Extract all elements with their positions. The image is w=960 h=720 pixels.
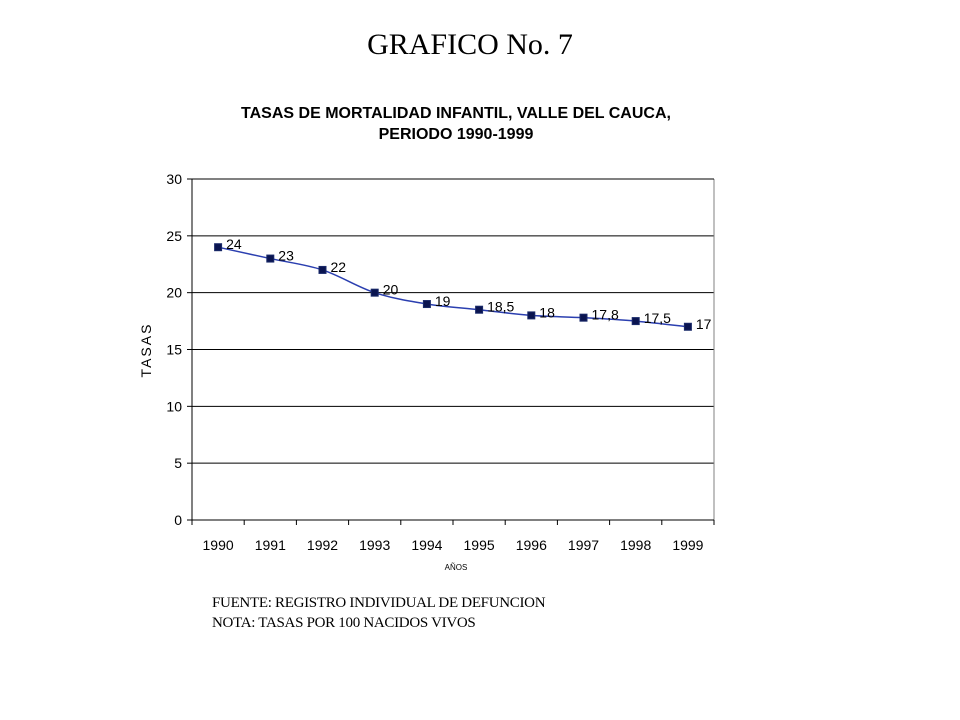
x-tick-label: 1995 <box>464 537 495 553</box>
series-line <box>217 246 688 328</box>
data-label: 17,5 <box>644 310 671 326</box>
data-label: 17,8 <box>592 307 619 323</box>
chart-title: TASAS DE MORTALIDAD INFANTIL, VALLE DEL … <box>241 105 671 122</box>
x-tick-label: 1997 <box>568 537 599 553</box>
y-tick-label: 5 <box>174 455 182 471</box>
data-point <box>370 288 379 297</box>
x-tick-label: 1990 <box>203 537 234 553</box>
x-tick-label: 1998 <box>620 537 651 553</box>
rate-note: NOTA: TASAS POR 100 NACIDOS VIVOS <box>212 615 476 631</box>
x-tick-label: 1999 <box>672 537 703 553</box>
x-tick-label: 1996 <box>516 537 547 553</box>
data-point <box>214 243 223 252</box>
y-tick-label: 0 <box>174 512 182 528</box>
page-title: GRAFICO No. 7 <box>367 28 573 61</box>
data-point <box>266 254 275 263</box>
data-point <box>527 311 536 320</box>
plot-area: 0 5 10 15 20 25 30 1990 1991 1992 1993 1994 1995 1996… <box>166 171 715 553</box>
source-note: FUENTE: REGISTRO INDIVIDUAL DE DEFUNCION <box>212 595 546 611</box>
chart-notes: FUENTE: REGISTRO INDIVIDUAL DE DEFUNCION… <box>212 593 546 633</box>
x-tick-label: 1992 <box>307 537 338 553</box>
x-tick-label: 1991 <box>255 537 286 553</box>
data-label: 24 <box>226 236 242 252</box>
y-tick-label: 10 <box>166 398 182 414</box>
data-point <box>579 313 588 322</box>
chart-subtitle: PERIODO 1990-1999 <box>379 126 534 143</box>
data-label: 18 <box>539 304 555 320</box>
y-axis-label: TASAS <box>138 323 154 378</box>
y-tick-label: 20 <box>166 285 182 301</box>
data-label: 17 <box>696 316 712 332</box>
x-axis-label: AÑOS <box>445 563 468 572</box>
y-tick-label: 15 <box>166 342 182 358</box>
data-point <box>422 300 431 309</box>
x-tick-label: 1994 <box>411 537 442 553</box>
data-label: 20 <box>383 282 399 298</box>
data-point <box>631 317 640 326</box>
data-point <box>475 305 484 314</box>
y-tick-label: 30 <box>166 171 182 187</box>
y-tick-label: 25 <box>166 228 182 244</box>
x-tick-label: 1993 <box>359 537 390 553</box>
data-point <box>683 322 692 331</box>
data-label: 22 <box>331 259 347 275</box>
data-label: 23 <box>278 248 294 264</box>
data-label: 18,5 <box>487 299 514 315</box>
data-point <box>318 265 327 274</box>
data-label: 19 <box>435 293 451 309</box>
